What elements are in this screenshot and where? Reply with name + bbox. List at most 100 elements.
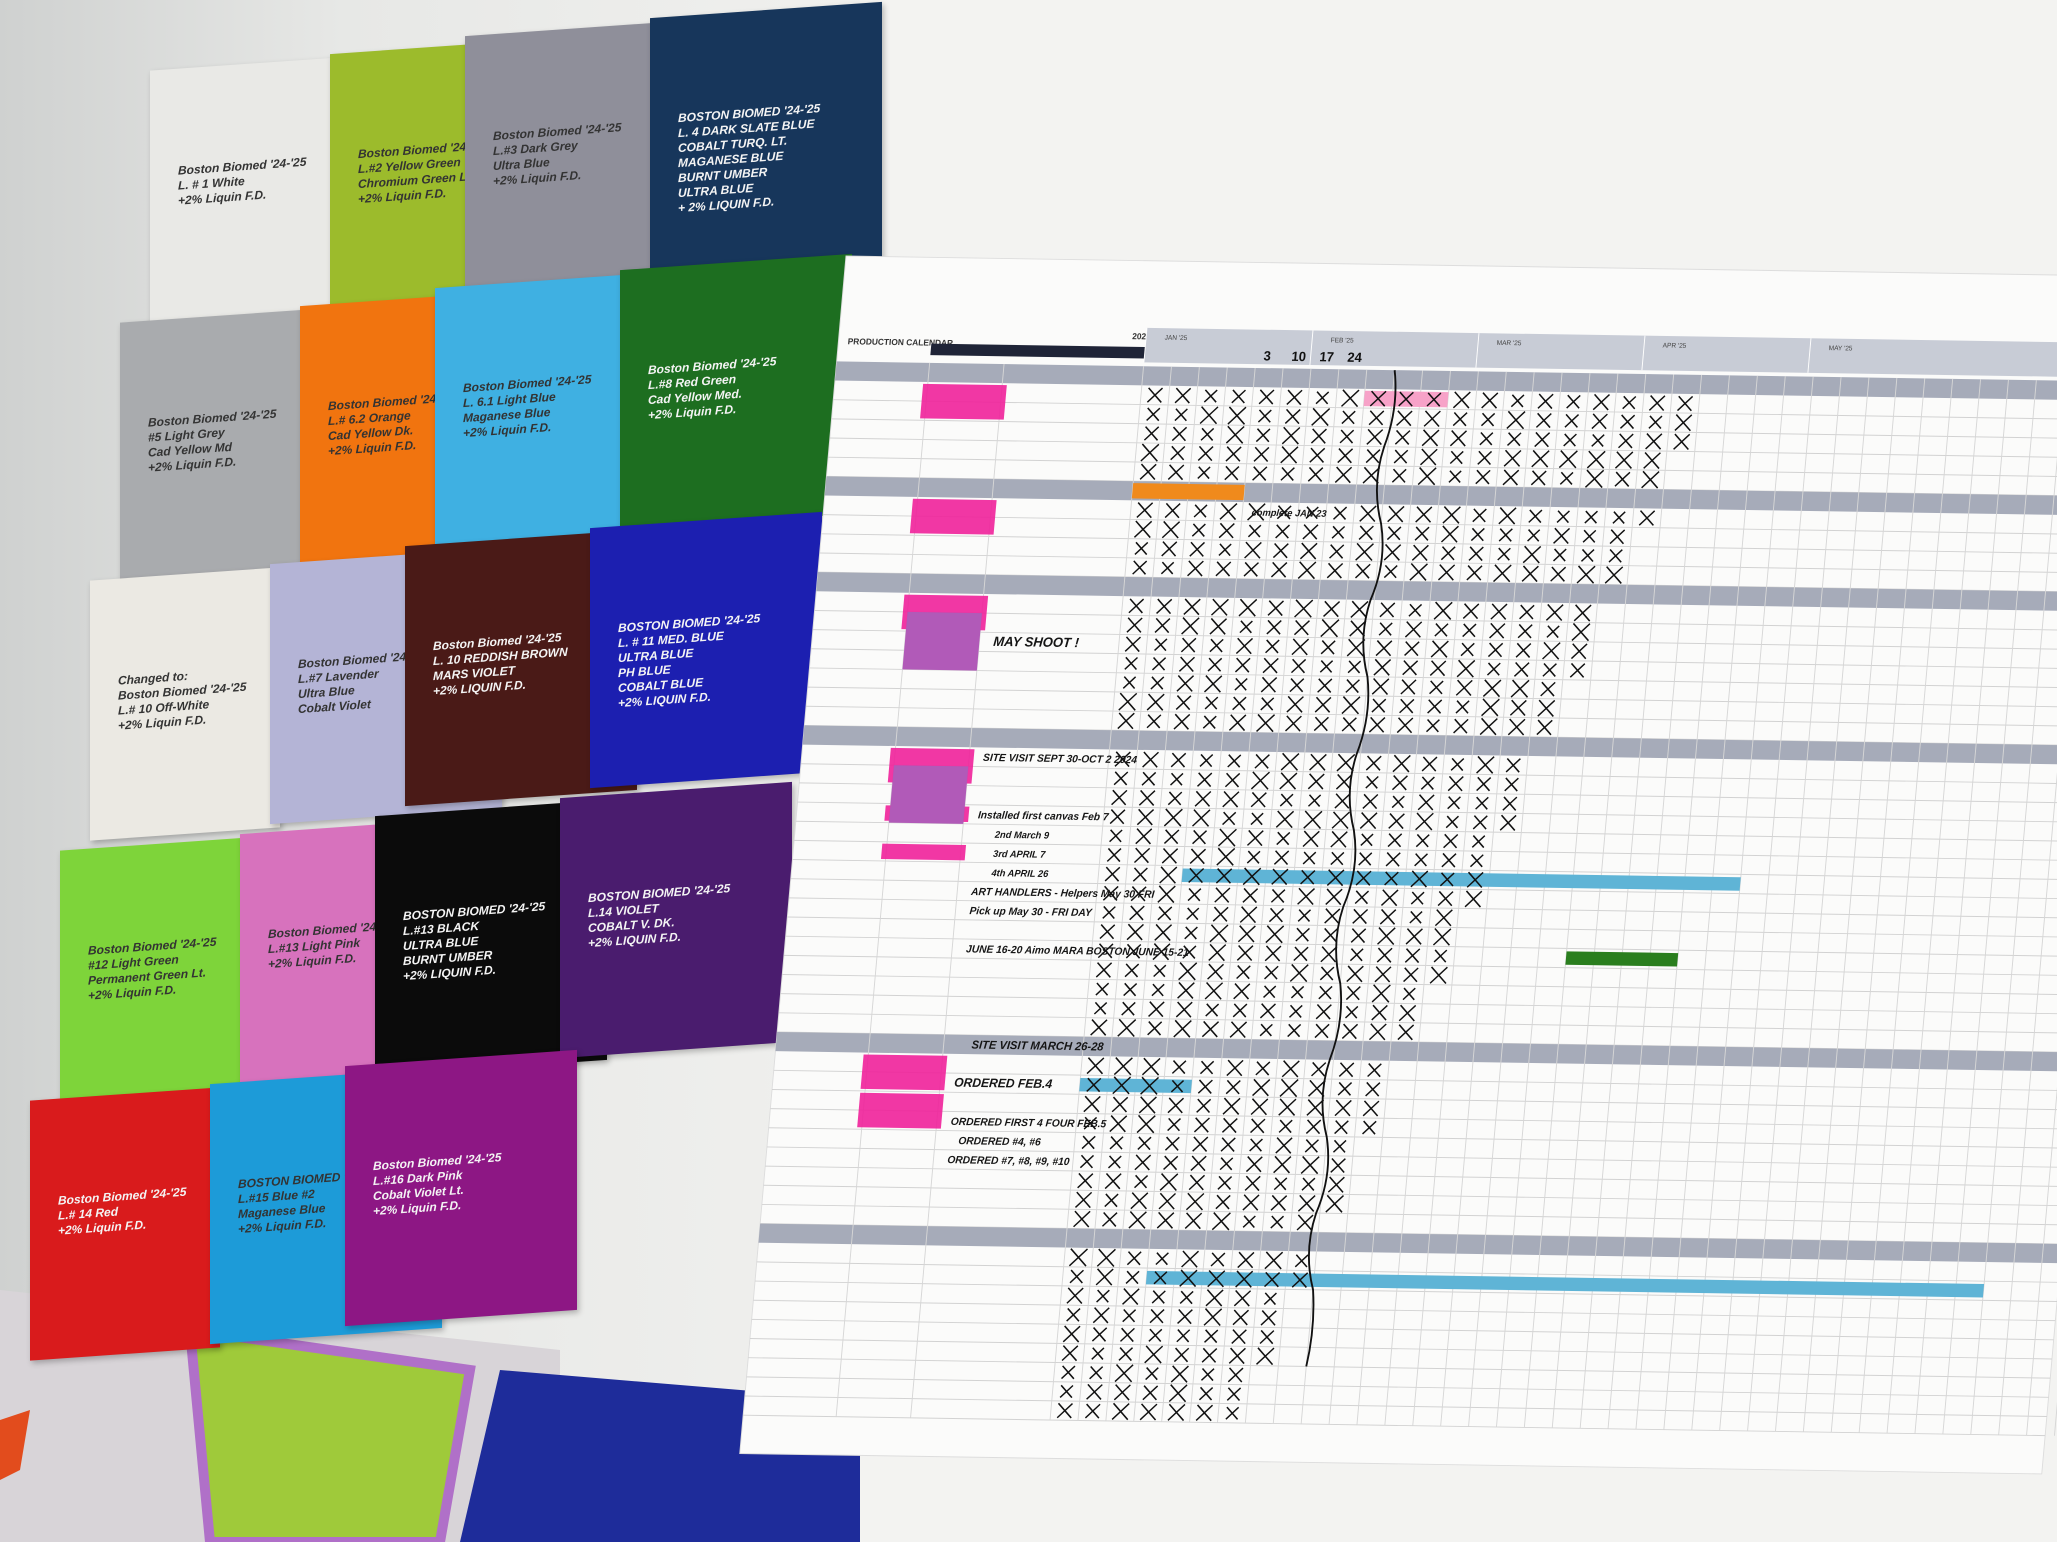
- x-mark: [1315, 391, 1330, 405]
- x-mark: [1504, 777, 1519, 792]
- x-mark: [1164, 1136, 1180, 1151]
- x-mark: [1278, 1098, 1297, 1116]
- x-mark: [1184, 1212, 1203, 1230]
- row-line: [744, 1395, 2047, 1417]
- row-line: [753, 1299, 2056, 1322]
- x-mark: [1157, 885, 1176, 904]
- x-mark: [1136, 502, 1154, 519]
- col-line: [1468, 372, 1563, 1427]
- x-mark: [1150, 676, 1165, 690]
- x-mark: [1192, 809, 1211, 827]
- x-mark: [1156, 598, 1173, 615]
- x-mark: [1404, 948, 1421, 964]
- x-mark: [1173, 713, 1191, 730]
- x-mark: [1263, 985, 1277, 999]
- x-mark: [1268, 907, 1284, 923]
- x-mark: [1542, 641, 1561, 660]
- x-mark: [1570, 643, 1588, 660]
- x-mark: [1580, 548, 1595, 563]
- row-line: [833, 399, 2057, 421]
- x-mark: [1293, 619, 1310, 636]
- x-mark: [1376, 947, 1393, 963]
- x-mark: [1149, 1308, 1165, 1324]
- x-mark: [1468, 546, 1484, 562]
- x-mark: [1260, 1310, 1277, 1326]
- col-line: [1858, 378, 1954, 1433]
- x-mark: [1159, 866, 1178, 884]
- col-line: [1774, 377, 1870, 1432]
- x-mark: [1441, 852, 1457, 868]
- x-mark: [1448, 470, 1462, 484]
- x-mark: [1188, 1174, 1206, 1191]
- x-mark: [1264, 965, 1279, 980]
- x-mark: [1273, 850, 1290, 866]
- x-mark: [1293, 946, 1309, 962]
- calendar-title: PRODUCTION CALENDAR: [847, 336, 953, 348]
- x-mark: [1510, 394, 1525, 408]
- x-mark: [1302, 524, 1319, 540]
- x-mark: [1204, 981, 1224, 1000]
- handwritten-note: JUNE 16-20 Aimo MARA BOSTON JUNE 15-21: [966, 944, 1190, 959]
- x-mark: [1177, 981, 1195, 999]
- col-line: [1719, 376, 1814, 1431]
- x-mark: [1447, 796, 1461, 810]
- x-mark: [1592, 393, 1610, 411]
- x-mark: [1301, 1177, 1316, 1191]
- x-mark: [1167, 1403, 1186, 1422]
- x-mark: [1132, 867, 1148, 882]
- x-mark: [1221, 1117, 1238, 1134]
- x-mark: [1233, 983, 1251, 1000]
- x-mark: [1334, 1099, 1352, 1117]
- x-mark: [1231, 389, 1246, 404]
- x-mark: [1289, 678, 1305, 693]
- x-mark: [1232, 1003, 1248, 1018]
- x-mark: [1421, 756, 1438, 772]
- x-mark: [1266, 619, 1282, 635]
- x-mark: [1475, 469, 1491, 485]
- x-mark: [1207, 657, 1223, 672]
- col-line: [1747, 377, 1842, 1431]
- x-mark: [1176, 1329, 1191, 1343]
- x-mark: [1203, 389, 1218, 403]
- x-mark: [1184, 926, 1198, 940]
- x-mark: [1388, 813, 1405, 830]
- x-mark: [1281, 1060, 1300, 1078]
- x-mark: [1489, 622, 1506, 639]
- x-mark: [1469, 854, 1484, 868]
- x-mark: [1502, 796, 1518, 811]
- x-mark: [1479, 717, 1498, 736]
- x-mark: [1154, 923, 1173, 942]
- x-mark: [1253, 446, 1270, 463]
- x-mark: [1498, 507, 1517, 525]
- x-mark: [1423, 410, 1441, 428]
- x-mark: [1225, 1079, 1241, 1095]
- x-mark: [1250, 791, 1267, 808]
- x-mark: [1462, 603, 1480, 620]
- handwritten-note: SITE VISIT SEPT 30-OCT 2 2024: [983, 753, 1138, 767]
- x-mark: [1429, 966, 1448, 985]
- x-mark: [1350, 928, 1367, 944]
- x-mark: [1433, 601, 1453, 620]
- x-mark: [1170, 1365, 1189, 1383]
- calendar-sheet: PRODUCTION CALENDAR 2025 JAN '25 FEB '25 MAR…: [739, 255, 2057, 1475]
- x-mark: [1089, 1365, 1104, 1380]
- x-mark: [1140, 1076, 1160, 1095]
- x-mark: [1510, 679, 1530, 698]
- x-mark: [1362, 793, 1379, 810]
- x-mark: [1618, 433, 1634, 449]
- x-mark: [1209, 617, 1228, 635]
- x-mark: [1189, 848, 1207, 865]
- marker-highlight: [857, 1092, 944, 1129]
- x-mark: [1383, 564, 1398, 579]
- x-mark: [1118, 692, 1138, 711]
- row-line: [772, 1088, 2057, 1111]
- row-line: [812, 629, 2057, 651]
- x-mark: [1297, 561, 1317, 580]
- x-mark: [1201, 1347, 1218, 1363]
- week-mark: 3: [1263, 348, 1272, 363]
- x-mark: [1254, 753, 1270, 769]
- x-mark: [1167, 1097, 1185, 1114]
- handwritten-note: MAY SHOOT !: [993, 634, 1080, 651]
- col-line: [910, 364, 1005, 1418]
- x-mark: [1550, 566, 1567, 582]
